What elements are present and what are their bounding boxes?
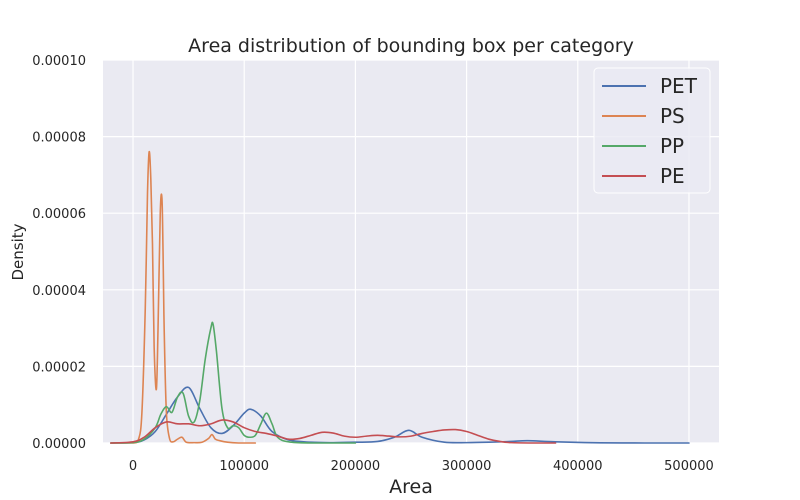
x-tick-label: 100000	[219, 459, 269, 474]
legend-label-pp: PP	[660, 134, 684, 158]
y-tick-label: 0.00008	[32, 131, 86, 146]
x-tick-label: 300000	[442, 459, 492, 474]
series-lines	[109, 150, 690, 444]
legend-box	[593, 67, 711, 194]
y-tick-label: 0.00000	[32, 437, 86, 452]
y-axis-label: Density	[9, 223, 27, 280]
x-tick-label: 500000	[664, 459, 714, 474]
series-line-ps	[109, 150, 257, 444]
chart-title: Area distribution of bounding box per ca…	[188, 35, 634, 57]
y-tick-label: 0.00002	[32, 360, 86, 375]
series-line-pp	[109, 321, 357, 444]
legend-label-pet: PET	[660, 74, 698, 98]
y-tick-label: 0.00006	[32, 207, 86, 222]
x-tick-label: 400000	[553, 459, 603, 474]
y-tick-label: 0.00010	[32, 54, 86, 69]
x-tick-label: 200000	[331, 459, 381, 474]
legend: PET PS PP PE	[593, 67, 711, 194]
y-tick-label: 0.00004	[32, 284, 86, 299]
x-axis-label: Area	[389, 476, 433, 498]
y-tick-labels: 0.00000 0.00002 0.00004 0.00006 0.00008 0.000…	[32, 54, 86, 452]
legend-label-ps: PS	[660, 104, 685, 128]
x-tick-labels: 0 100000 200000 300000 400000 500000	[129, 459, 714, 474]
x-tick-label: 0	[129, 459, 137, 474]
legend-label-pe: PE	[660, 164, 685, 188]
series-line-pe	[109, 419, 557, 444]
